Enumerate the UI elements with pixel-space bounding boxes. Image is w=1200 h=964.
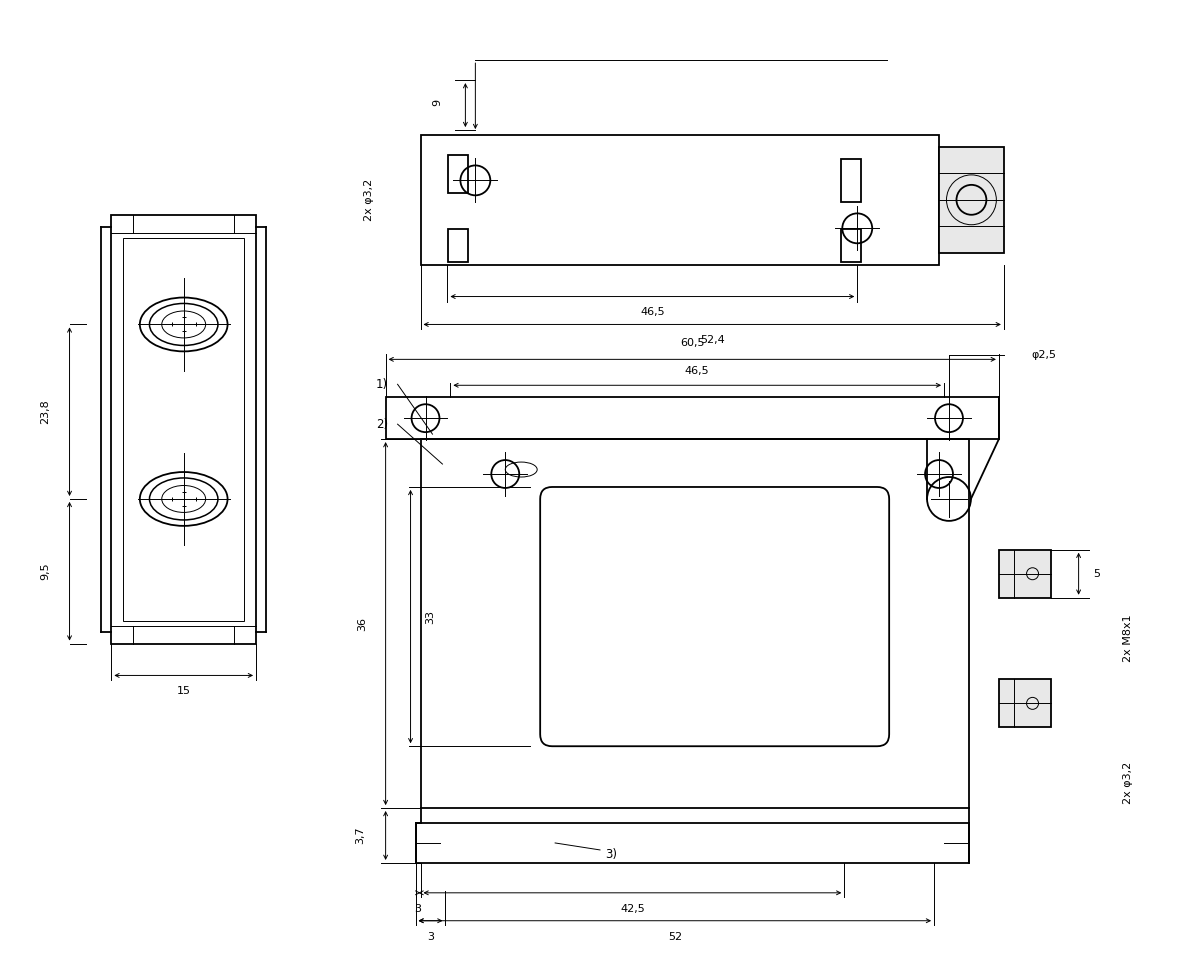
Bar — [998, 680, 1051, 727]
Text: 15: 15 — [176, 686, 191, 696]
Bar — [112, 215, 256, 644]
Bar — [998, 549, 1051, 598]
Bar — [415, 823, 968, 863]
Text: 36: 36 — [356, 617, 367, 630]
Bar — [940, 147, 1004, 253]
Bar — [449, 229, 468, 262]
Text: 3,7: 3,7 — [355, 827, 365, 844]
Text: 3: 3 — [427, 931, 434, 942]
Text: 2x φ3,2: 2x φ3,2 — [1123, 762, 1134, 804]
Bar — [124, 238, 244, 621]
Text: 3): 3) — [605, 848, 617, 862]
Text: 5: 5 — [1093, 569, 1100, 578]
Text: 42,5: 42,5 — [620, 904, 644, 914]
Text: 2x φ3,2: 2x φ3,2 — [364, 178, 373, 221]
Bar — [841, 229, 862, 262]
Bar — [420, 135, 940, 265]
Text: 46,5: 46,5 — [640, 308, 665, 317]
Text: 23,8: 23,8 — [41, 399, 50, 424]
Bar — [841, 158, 862, 202]
Text: 9,5: 9,5 — [41, 562, 50, 580]
Text: 2x M8x1: 2x M8x1 — [1123, 615, 1134, 662]
Text: 52: 52 — [667, 931, 682, 942]
Text: 46,5: 46,5 — [685, 366, 709, 376]
Text: 2): 2) — [376, 417, 388, 431]
Bar — [420, 440, 968, 808]
Text: 60,5: 60,5 — [680, 338, 704, 348]
Text: 33: 33 — [426, 609, 436, 624]
Bar — [385, 397, 998, 440]
Text: 3: 3 — [414, 904, 421, 914]
Text: 9: 9 — [432, 98, 443, 106]
Bar — [449, 155, 468, 194]
Text: 52,4: 52,4 — [700, 335, 725, 345]
Text: φ2,5: φ2,5 — [1031, 350, 1056, 361]
Text: 1): 1) — [376, 378, 388, 390]
